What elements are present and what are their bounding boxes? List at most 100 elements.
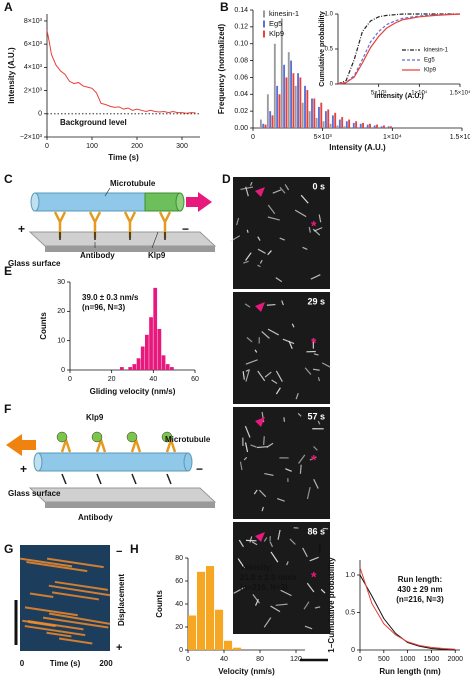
filament: [267, 250, 272, 256]
x-tick-label: 2000: [447, 656, 463, 663]
filament: [294, 209, 307, 218]
axis-label: Displacement: [117, 574, 126, 626]
bar: [165, 364, 170, 370]
bar: [157, 328, 162, 370]
filament: [271, 379, 278, 384]
motors: [60, 436, 177, 453]
filament: [238, 539, 244, 548]
annotation: Velocity:: [240, 563, 273, 572]
frame: [233, 177, 330, 289]
filament: [245, 186, 249, 197]
x-tick-label: 40: [220, 656, 228, 663]
bar: [355, 121, 358, 128]
bar: [308, 111, 311, 128]
filament: [310, 274, 321, 280]
kymo-streak: [24, 625, 86, 637]
bar: [345, 121, 348, 128]
filament: [312, 368, 320, 371]
bar: [188, 615, 197, 650]
filament: [240, 186, 254, 191]
filament: [256, 446, 268, 449]
glass-slab-side: [45, 502, 215, 508]
y-tick-label: −2×10³: [20, 134, 43, 141]
filament: [276, 498, 285, 502]
bar: [128, 367, 133, 370]
bar: [350, 127, 353, 128]
bar: [290, 60, 293, 129]
x-tick-label: 1500: [424, 656, 440, 663]
x-tick-label: 120: [290, 656, 302, 663]
annotation: (n=216, N=3): [396, 595, 444, 604]
filament: [283, 417, 286, 422]
filament: [244, 442, 249, 453]
filament: [236, 217, 240, 226]
filament: [257, 236, 261, 241]
legend-label: Eg5: [424, 58, 435, 64]
bar: [322, 121, 325, 128]
bar: [329, 123, 332, 128]
x-axis-label: Time (s): [108, 153, 139, 162]
x-tick-label: 200: [131, 143, 143, 150]
label: Antibody: [80, 251, 115, 260]
filament: [267, 328, 279, 336]
timestamp: 29 s: [307, 296, 325, 306]
bar: [297, 73, 299, 128]
filament: [229, 235, 241, 243]
filament: [286, 561, 289, 566]
legend-label: kinesin-1: [269, 9, 299, 18]
y-tick-label: 30: [57, 279, 65, 286]
timestamp: 0 s: [312, 181, 325, 191]
filament: [302, 246, 308, 250]
legend-label: Klp9: [424, 68, 437, 74]
filament: [282, 338, 295, 345]
label: Microtubule: [110, 179, 156, 188]
filament: [269, 541, 274, 548]
x-axis-label: Velocity (nm/s): [218, 667, 275, 676]
x-tick-label: 0: [358, 656, 362, 663]
x-tick-label: 60: [191, 376, 199, 383]
filament: [285, 468, 292, 472]
bar: [140, 346, 145, 370]
bar: [264, 124, 267, 128]
timestamp: 57 s: [307, 411, 325, 421]
filament: [313, 446, 318, 451]
bar: [161, 355, 166, 370]
filament: [284, 184, 290, 191]
kymo-streak: [46, 557, 104, 569]
x-axis-label: Intensity (A.U.): [374, 93, 423, 100]
x-tick-label: 0: [20, 659, 25, 668]
x-tick-label: 20: [108, 376, 116, 383]
glass-slab-side: [45, 246, 215, 252]
x-tick-label: 1000: [400, 656, 416, 663]
gfp: [56, 431, 173, 443]
annotation: Run length:: [398, 575, 442, 584]
filament: [275, 387, 281, 395]
bar: [278, 94, 281, 128]
bar: [369, 123, 371, 128]
bar: [320, 102, 323, 128]
bar: [348, 119, 351, 128]
filament: [280, 589, 292, 597]
x-tick-label: 0: [251, 134, 255, 141]
bar: [362, 122, 365, 128]
x-tick-label: 100: [86, 143, 98, 150]
filament: [243, 456, 248, 461]
y-axis-label: Counts: [155, 590, 164, 618]
filament: [254, 349, 258, 353]
x-tick-label: 1.5×10⁴: [450, 134, 470, 141]
bar: [318, 106, 320, 128]
bar: [262, 123, 265, 128]
bar: [324, 111, 327, 128]
y-tick-label: 1.0: [345, 572, 355, 579]
filament: [318, 214, 322, 223]
filament: [258, 489, 267, 498]
legend-label: Eg5: [269, 19, 282, 28]
y-tick-label: 20: [175, 624, 183, 631]
microtubule-new: [144, 192, 181, 212]
bar: [145, 334, 149, 370]
filament: [304, 367, 312, 375]
data-line: [337, 13, 461, 85]
data-line: [359, 574, 456, 651]
filament: [244, 425, 251, 438]
x-tick-label: 40: [149, 376, 157, 383]
